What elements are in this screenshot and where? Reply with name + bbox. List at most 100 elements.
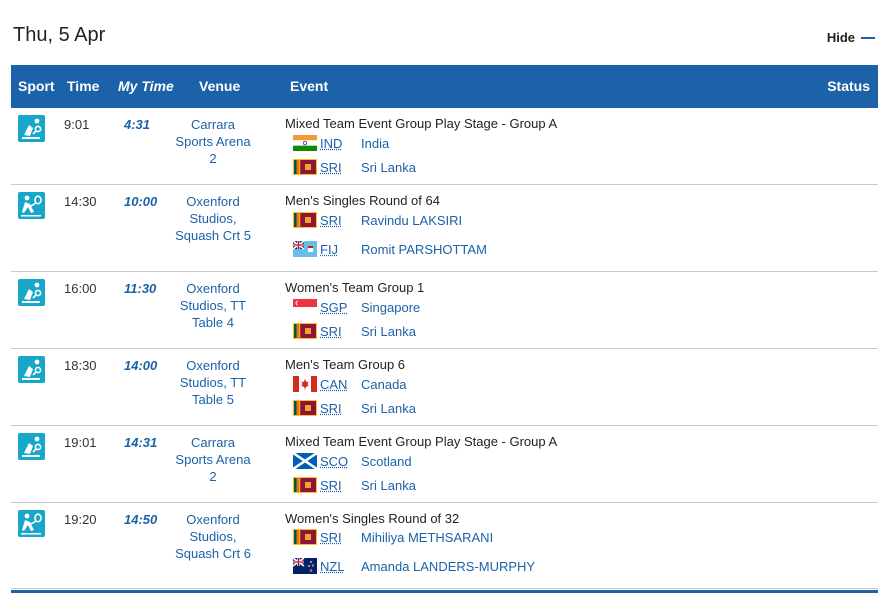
event-my-time: 11:30 bbox=[124, 281, 157, 296]
sri-lanka-flag-icon bbox=[293, 400, 317, 416]
venue-link[interactable]: Oxenford Studios, TT Table 5 bbox=[167, 357, 259, 408]
column-venue: Venue bbox=[199, 78, 241, 94]
event-name: Men's Team Group 6 bbox=[285, 357, 406, 372]
country-code[interactable]: SGP bbox=[320, 299, 348, 315]
venue-link[interactable]: Oxenford Studios, Squash Crt 5 bbox=[167, 193, 259, 244]
hide-label: Hide bbox=[826, 30, 855, 45]
column-my-time: My Time bbox=[118, 78, 174, 94]
country-code[interactable]: NZL bbox=[320, 558, 345, 574]
event-time: 18:30 bbox=[64, 358, 97, 373]
event-name: Mixed Team Event Group Play Stage - Grou… bbox=[285, 116, 558, 131]
event-time: 14:30 bbox=[64, 194, 97, 209]
venue-line: Sports Arena bbox=[175, 452, 251, 467]
venue-line: Oxenford bbox=[186, 358, 240, 373]
sri-lanka-flag-icon bbox=[293, 159, 317, 175]
column-status: Status bbox=[827, 78, 870, 94]
table-row[interactable]: 14:30 10:00 Oxenford Studios, Squash Crt 5 Me… bbox=[11, 185, 878, 272]
table-row[interactable]: 16:00 11:30 Oxenford Studios, TT Table 4 Wome… bbox=[11, 272, 878, 349]
team-entry[interactable]: SCO Scotland bbox=[293, 453, 412, 469]
scotland-flag-icon bbox=[293, 453, 317, 469]
table-tennis-icon bbox=[18, 115, 45, 142]
team-entry[interactable]: SRI Ravindu LAKSIRI bbox=[293, 212, 462, 228]
table-tennis-icon bbox=[18, 356, 45, 383]
event-my-time: 14:00 bbox=[124, 358, 158, 373]
schedule-table: Sport Time My Time Venue Event Status 9:… bbox=[11, 65, 878, 589]
venue-link[interactable]: Carrara Sports Arena 2 bbox=[167, 434, 259, 485]
team-entry[interactable]: SGP Singapore bbox=[293, 299, 420, 315]
event-time: 9:01 bbox=[64, 117, 90, 132]
country-code[interactable]: FIJ bbox=[320, 241, 339, 257]
venue-link[interactable]: Carrara Sports Arena 2 bbox=[167, 116, 259, 167]
event-time: 16:00 bbox=[64, 281, 97, 296]
country-code[interactable]: SRI bbox=[320, 323, 342, 339]
venue-line: Squash Crt 5 bbox=[175, 228, 251, 243]
sri-lanka-flag-icon bbox=[293, 212, 317, 228]
venue-line: Oxenford bbox=[186, 281, 240, 296]
day-title: Thu, 5 Apr bbox=[13, 24, 106, 46]
event-time: 19:20 bbox=[64, 512, 97, 527]
squash-icon bbox=[18, 510, 45, 537]
country-code[interactable]: SCO bbox=[320, 453, 349, 469]
canada-flag-icon bbox=[293, 376, 317, 392]
event-my-time: 10:00 bbox=[124, 194, 158, 209]
team-entry[interactable]: SRI Mihiliya METHSARANI bbox=[293, 529, 493, 545]
team-entry[interactable]: SRI Sri Lanka bbox=[293, 400, 416, 416]
venue-line: Carrara bbox=[190, 117, 236, 132]
team-name[interactable]: Romit PARSHOTTAM bbox=[361, 241, 487, 257]
venue-line: Table 5 bbox=[192, 392, 234, 407]
team-entry[interactable]: SRI Sri Lanka bbox=[293, 477, 416, 493]
event-name: Women's Team Group 1 bbox=[285, 280, 425, 295]
team-name[interactable]: Amanda LANDERS-MURPHY bbox=[361, 558, 536, 574]
team-entry[interactable]: SRI Sri Lanka bbox=[293, 159, 416, 175]
team-entry[interactable]: IND India bbox=[293, 135, 389, 151]
team-name[interactable]: Sri Lanka bbox=[361, 159, 416, 175]
team-name[interactable]: Canada bbox=[361, 376, 407, 392]
singapore-flag-icon bbox=[293, 299, 317, 315]
team-entry[interactable]: NZL Amanda LANDERS-MURPHY bbox=[293, 558, 535, 574]
team-entry[interactable]: SRI Sri Lanka bbox=[293, 323, 416, 339]
table-row[interactable]: 9:01 4:31 Carrara Sports Arena 2 Mixed Team E… bbox=[11, 108, 878, 185]
sri-lanka-flag-icon bbox=[293, 323, 317, 339]
table-header: Sport Time My Time Venue Event Status bbox=[11, 65, 878, 108]
venue-line: Studios, bbox=[189, 529, 237, 544]
team-name[interactable]: Ravindu LAKSIRI bbox=[361, 212, 463, 228]
hide-button[interactable]: Hide bbox=[827, 30, 875, 45]
country-code[interactable]: CAN bbox=[320, 376, 348, 392]
venue-line: Table 4 bbox=[192, 315, 234, 330]
table-tennis-icon bbox=[18, 433, 45, 460]
event-name: Women's Singles Round of 32 bbox=[285, 511, 460, 526]
country-code[interactable]: IND bbox=[320, 135, 343, 151]
venue-link[interactable]: Oxenford Studios, Squash Crt 6 bbox=[167, 511, 259, 562]
table-row[interactable]: 18:30 14:00 Oxenford Studios, TT Table 5 Men'… bbox=[11, 349, 878, 426]
venue-line: 2 bbox=[209, 151, 217, 166]
country-code[interactable]: SRI bbox=[320, 212, 342, 228]
team-name[interactable]: Singapore bbox=[361, 299, 421, 315]
team-entry[interactable]: FIJ Romit PARSHOTTAM bbox=[293, 241, 487, 257]
team-name[interactable]: Scotland bbox=[361, 453, 412, 469]
country-code[interactable]: SRI bbox=[320, 159, 342, 175]
country-code[interactable]: SRI bbox=[320, 400, 342, 416]
venue-line: Studios, TT bbox=[179, 298, 247, 313]
venue-line: Squash Crt 6 bbox=[175, 546, 251, 561]
venue-line: Studios, TT bbox=[179, 375, 247, 390]
event-my-time: 14:31 bbox=[124, 435, 158, 450]
event-name: Mixed Team Event Group Play Stage - Grou… bbox=[285, 434, 558, 449]
table-row[interactable]: 19:01 14:31 Carrara Sports Arena 2 Mixed Team… bbox=[11, 426, 878, 503]
column-time: Time bbox=[67, 78, 100, 94]
event-time: 19:01 bbox=[64, 435, 97, 450]
team-name[interactable]: Sri Lanka bbox=[361, 477, 416, 493]
team-name[interactable]: India bbox=[361, 135, 390, 151]
venue-line: Studios, bbox=[189, 211, 237, 226]
country-code[interactable]: SRI bbox=[320, 529, 342, 545]
venue-line: Carrara bbox=[190, 435, 236, 450]
team-name[interactable]: Sri Lanka bbox=[361, 323, 416, 339]
venue-link[interactable]: Oxenford Studios, TT Table 4 bbox=[167, 280, 259, 331]
team-entry[interactable]: CAN Canada bbox=[293, 376, 407, 392]
team-name[interactable]: Sri Lanka bbox=[361, 400, 416, 416]
table-body: 9:01 4:31 Carrara Sports Arena 2 Mixed Team E… bbox=[11, 108, 878, 589]
team-name[interactable]: Mihiliya METHSARANI bbox=[361, 529, 494, 545]
event-my-time: 4:31 bbox=[124, 117, 151, 132]
table-row[interactable]: 19:20 14:50 Oxenford Studios, Squash Crt 6 Wo… bbox=[11, 503, 878, 589]
country-code[interactable]: SRI bbox=[320, 477, 342, 493]
table-tennis-icon bbox=[18, 279, 45, 306]
